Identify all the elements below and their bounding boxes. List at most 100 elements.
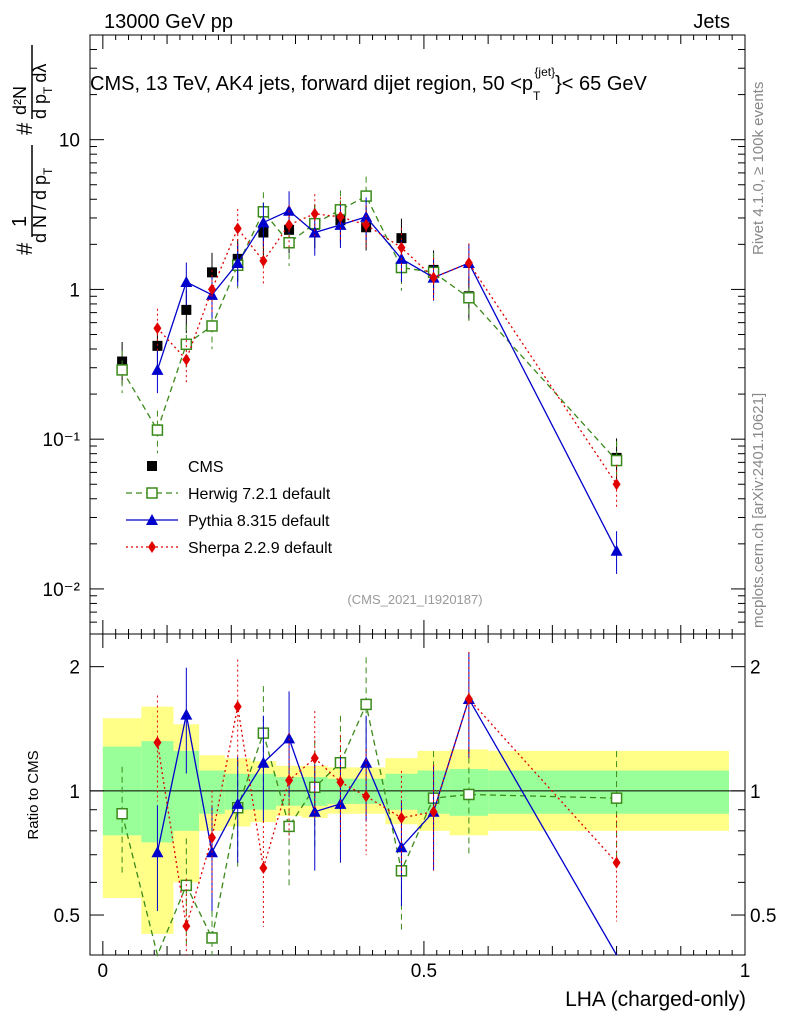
pythia-ratio-point <box>231 797 244 809</box>
mcplots-source-label: mcplots.cern.ch [arXiv:2401.10621] <box>750 393 767 628</box>
y-label-one: 1 <box>9 216 31 227</box>
herwig-ratio-point <box>116 807 128 820</box>
cms-point <box>152 340 163 351</box>
y-tick-label: 10 <box>59 131 80 152</box>
sherpa-point <box>285 218 294 231</box>
x-tick-label: 1 <box>740 961 751 982</box>
svg-text:#: # <box>12 242 37 255</box>
legend-label: Pythia 8.315 default <box>188 513 330 530</box>
pythia-point <box>610 544 623 556</box>
sherpa-point <box>336 210 345 223</box>
band-inner-segment <box>488 770 729 814</box>
pythia-ratio-point <box>283 732 296 744</box>
x-axis-label: LHA (charged-only) <box>565 988 746 1011</box>
sherpa-ratio-point <box>336 776 345 789</box>
legend: CMS Herwig 7.2.1 default Pythia 8.315 defa… <box>126 459 333 557</box>
herwig-point <box>463 291 475 304</box>
y-label-sub-t: T <box>41 167 55 175</box>
sherpa-point <box>259 254 268 267</box>
x-tick-label: 0.5 <box>411 961 437 982</box>
analysis-id-label: (CMS_2021_I1920187) <box>347 592 482 607</box>
sherpa-ratio-point <box>429 805 438 818</box>
y-tick-label: 10⁻¹ <box>43 430 81 451</box>
y-tick-label: 10⁻² <box>43 580 81 601</box>
y-label-hash-2: # <box>12 122 37 135</box>
legend-marker <box>146 487 158 499</box>
pythia-ratio-point <box>360 756 373 768</box>
ratio-y-axis-label: Ratio to CMS <box>25 750 42 839</box>
plot-title-main: CMS, 13 TeV, AK4 jets, forward dijet reg… <box>90 73 533 95</box>
svg-text:1: 1 <box>9 216 31 227</box>
sherpa-point <box>464 257 473 270</box>
herwig-ratio-point <box>360 698 372 711</box>
y-tick-label: 1 <box>69 782 80 803</box>
legend-marker <box>146 514 158 525</box>
legend-marker <box>147 461 157 471</box>
sherpa-ratio-point <box>612 856 621 869</box>
sherpa-point <box>429 271 438 284</box>
ratio-uncertainty-bands <box>102 706 729 934</box>
y-tick-label-right: 1 <box>750 782 761 803</box>
y-label-dp: d p <box>30 94 50 119</box>
herwig-ratio-point <box>283 820 295 833</box>
pythia-point <box>308 226 321 238</box>
sherpa-ratio-point <box>259 862 268 875</box>
sherpa-point <box>182 353 191 366</box>
herwig-line <box>121 195 618 461</box>
sherpa-point <box>153 322 162 335</box>
plot-title-sub: T <box>533 89 541 103</box>
plot-title-end: }< 65 GeV <box>555 73 647 95</box>
sherpa-ratio-point <box>208 831 217 844</box>
y-tick-label: 0.5 <box>54 906 80 927</box>
pythia-ratio-point <box>257 756 270 768</box>
herwig-ratio-point <box>463 788 475 801</box>
sherpa-ratio-point <box>285 774 294 787</box>
category-label: Jets <box>693 11 730 33</box>
herwig-point <box>206 320 218 332</box>
y-label-d2n: d²N <box>10 86 30 115</box>
rivet-version-label: Rivet 4.1.0, ≥ 100k events <box>750 82 767 255</box>
svg-text:d N / d pT: d N / d pT <box>30 167 55 243</box>
sherpa-ratio-point <box>153 736 162 749</box>
svg-text:#: # <box>12 122 37 135</box>
pythia-point <box>180 276 193 288</box>
sherpa-ratio-point <box>362 790 371 803</box>
sherpa-ratio-point <box>397 811 406 824</box>
cms-point <box>396 233 407 244</box>
sherpa-point <box>233 222 242 235</box>
ratio-series-group <box>116 651 623 958</box>
y-tick-label: 1 <box>69 280 80 301</box>
pythia-point <box>231 257 244 269</box>
herwig-point <box>116 364 128 376</box>
ratio-plot-frame <box>89 633 746 956</box>
y-label-dlambda: dλ <box>30 64 50 83</box>
plot-title-sup: {jet} <box>534 65 555 79</box>
sherpa-line <box>156 213 618 485</box>
sherpa-ratio-point <box>233 700 242 713</box>
herwig-point <box>151 424 164 436</box>
y-label-hash: # <box>12 242 37 255</box>
pythia-point <box>257 216 270 228</box>
beam-label: 13000 GeV pp <box>104 11 233 33</box>
legend-label: Herwig 7.2.1 default <box>188 486 331 503</box>
cms-point <box>207 267 218 278</box>
pythia-ratio-point <box>151 846 164 858</box>
y-label-dn: d N / d p <box>30 175 50 243</box>
sherpa-point <box>208 283 217 296</box>
herwig-point <box>283 236 295 249</box>
sherpa-ratio-point <box>310 752 319 765</box>
herwig-ratio-point <box>206 932 218 944</box>
pythia-ratio-point <box>334 797 347 809</box>
herwig-point <box>180 338 193 351</box>
ratio-axes: 0 0.5 1 0.5 0.5 1 1 2 2 <box>54 633 776 982</box>
sherpa-point <box>612 478 621 491</box>
legend-marker <box>148 541 156 553</box>
pythia-point <box>283 204 296 216</box>
sherpa-ratio-point <box>464 692 473 705</box>
y-label-sub-t-2: T <box>41 86 55 94</box>
svg-text:d pTdλ: d pTdλ <box>30 64 55 119</box>
main-series-group <box>116 176 623 574</box>
cms-point <box>181 304 192 315</box>
sherpa-point <box>362 218 371 231</box>
y-tick-label-right: 0.5 <box>750 906 776 927</box>
